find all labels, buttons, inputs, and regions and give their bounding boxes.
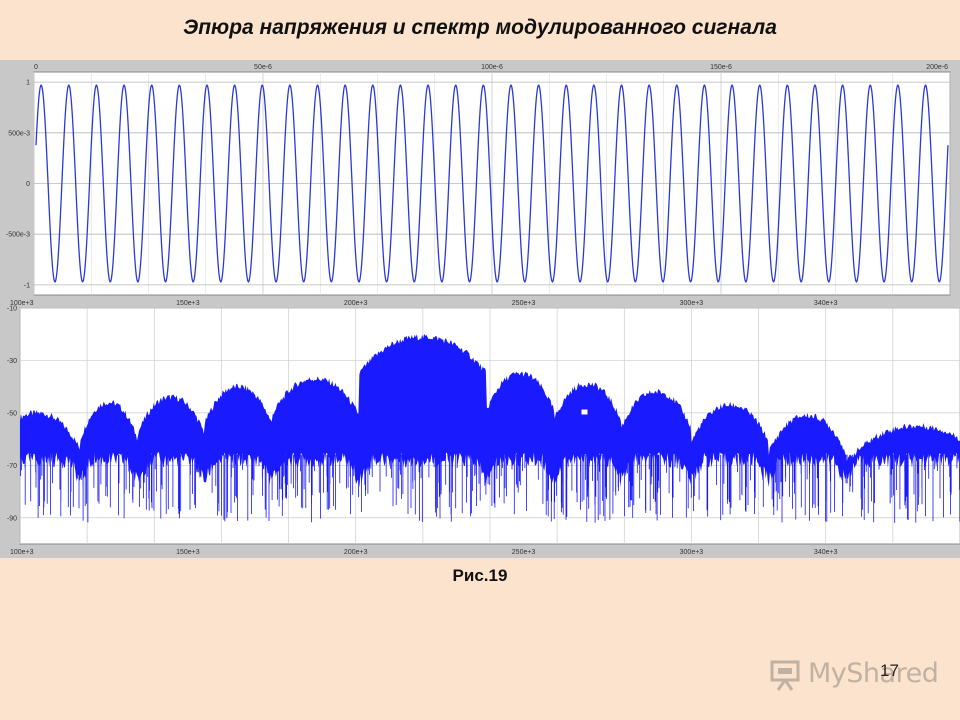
spectrum-y-ticks: -10 -30 -50 -70 -90: [7, 306, 17, 523]
waveform-y-tick-label: -1: [24, 282, 30, 289]
waveform-x-tick-label: 100e-6: [481, 64, 503, 71]
spectrum-x-tick-label: 340e+3: [814, 300, 838, 307]
waveform-y-tick-label: -500e-3: [6, 232, 30, 239]
spectrum-x-tick-label: 300e+3: [680, 300, 704, 307]
waveform-x-ticks: 0 50e-6 100e-6 150e-6 200e-6: [34, 64, 948, 71]
spectrum-x-tick-label: 250e+3: [512, 549, 536, 556]
watermark-text: MyShared: [808, 658, 939, 689]
spectrum-x-tick-label: 100e+3: [10, 549, 34, 556]
waveform-y-tick-label: 0: [26, 181, 30, 188]
spectrum-y-tick-label: -10: [7, 306, 17, 313]
spectrum-x-tick-label: 150e+3: [176, 300, 200, 307]
slideshow-icon: [770, 660, 800, 691]
waveform-x-tick-label: 0: [34, 64, 38, 71]
spectrum-noise-spikes: [20, 454, 960, 523]
waveform-y-tick-label: 1: [26, 80, 30, 87]
spectrum-x-tick-label: 300e+3: [680, 549, 704, 556]
page-number: 17: [880, 661, 899, 680]
charts-svg: 0 50e-6 100e-6 150e-6 200e-6 1 500e-3 0 -500e-3…: [6, 64, 960, 556]
waveform-x-tick-label: 50e-6: [254, 64, 272, 71]
spectrum-x-ticks-top: 100e+3 150e+3 200e+3 250e+3 300e+3 340e+3: [10, 300, 838, 307]
spectrum-envelope: [20, 333, 960, 488]
waveform-x-tick-label: 200e-6: [926, 64, 948, 71]
spectrum-x-tick-label: 200e+3: [344, 549, 368, 556]
cursor-marker[interactable]: [580, 408, 589, 416]
waveform-line: [35, 84, 949, 283]
slide-title: Эпюра напряжения и спектр модулированног…: [183, 16, 777, 39]
spectrum-x-tick-label: 150e+3: [176, 549, 200, 556]
spectrum-spikes: [20, 454, 960, 523]
spectrum-x-tick-label: 340e+3: [814, 549, 838, 556]
spectrum-y-tick-label: -30: [7, 358, 17, 365]
waveform-x-tick-label: 150e-6: [710, 64, 732, 71]
figure-caption: Рис.19: [452, 566, 508, 585]
spectrum-y-tick-label: -70: [7, 463, 17, 470]
spectrum-x-tick-label: 250e+3: [512, 300, 536, 307]
spectrum-y-tick-label: -90: [7, 515, 17, 522]
waveform-y-tick-label: 500e-3: [8, 130, 30, 137]
spectrum-y-tick-label: -50: [7, 410, 17, 417]
figure-panel: 0 50e-6 100e-6 150e-6 200e-6 1 500e-3 0 -500e-3…: [0, 60, 960, 558]
spectrum-chart: 100e+3 150e+3 200e+3 250e+3 300e+3 340e+3 100…: [7, 300, 960, 556]
spectrum-x-tick-label: 200e+3: [344, 300, 368, 307]
spectrum-x-ticks-bottom: 100e+3 150e+3 200e+3 250e+3 300e+3 340e+3: [10, 549, 838, 556]
waveform-y-ticks: 1 500e-3 0 -500e-3 -1: [6, 80, 30, 290]
watermark-logo: MyShared: [768, 656, 939, 696]
waveform-chart: 0 50e-6 100e-6 150e-6 200e-6 1 500e-3 0 -500e-3…: [6, 64, 951, 296]
spectrum-x-tick-label: 100e+3: [10, 300, 34, 307]
